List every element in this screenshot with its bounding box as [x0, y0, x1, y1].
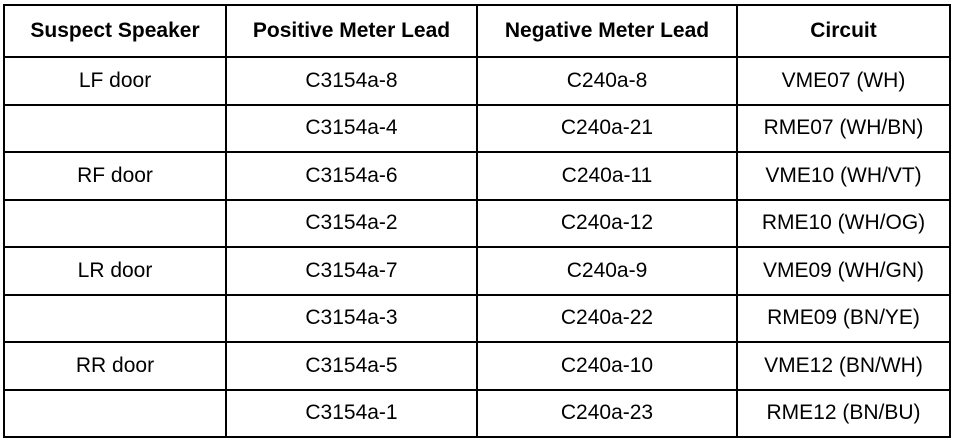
table-row: LF door C3154a-8 C240a-8 VME07 (WH) [3, 56, 951, 106]
header-row: Suspect Speaker Positive Meter Lead Negati… [3, 4, 951, 58]
table-row: C3154a-1 C240a-23 RME12 (BN/BU) [3, 388, 951, 438]
table-cell: VME10 (WH/VT) [736, 151, 951, 201]
header-cell: Negative Meter Lead [476, 4, 738, 58]
table-cell: C240a-22 [476, 293, 738, 343]
table-cell: C3154a-7 [225, 246, 478, 296]
table-cell: VME07 (WH) [736, 56, 951, 106]
table-cell: C240a-23 [476, 388, 738, 438]
table-cell [3, 198, 227, 248]
table-body: LF door C3154a-8 C240a-8 VME07 (WH) C3154a-4… [3, 56, 951, 438]
table-cell: C3154a-1 [225, 388, 478, 438]
table-cell: C3154a-5 [225, 341, 478, 391]
speaker-table: Suspect Speaker Positive Meter Lead Negati… [3, 4, 951, 438]
table-cell [3, 293, 227, 343]
header-cell: Positive Meter Lead [225, 4, 478, 58]
table-cell [3, 388, 227, 438]
table-cell: C3154a-2 [225, 198, 478, 248]
table-cell: C240a-21 [476, 103, 738, 153]
table-row: C3154a-4 C240a-21 RME07 (WH/BN) [3, 103, 951, 153]
table-cell [3, 103, 227, 153]
table-row: RF door C3154a-6 C240a-11 VME10 (WH/VT) [3, 151, 951, 201]
table-cell: RR door [3, 341, 227, 391]
table-cell: C240a-9 [476, 246, 738, 296]
table-cell: C3154a-3 [225, 293, 478, 343]
table-cell: RME12 (BN/BU) [736, 388, 951, 438]
table-cell: C240a-12 [476, 198, 738, 248]
table-cell: C3154a-6 [225, 151, 478, 201]
table-row: RR door C3154a-5 C240a-10 VME12 (BN/WH) [3, 341, 951, 391]
header-cell: Suspect Speaker [3, 4, 227, 58]
table-cell: RF door [3, 151, 227, 201]
table-cell: VME09 (WH/GN) [736, 246, 951, 296]
table-cell: RME07 (WH/BN) [736, 103, 951, 153]
table-cell: C240a-8 [476, 56, 738, 106]
table-cell: C240a-10 [476, 341, 738, 391]
table-row: LR door C3154a-7 C240a-9 VME09 (WH/GN) [3, 246, 951, 296]
table-cell: C3154a-4 [225, 103, 478, 153]
table-cell: C240a-11 [476, 151, 738, 201]
table-cell: VME12 (BN/WH) [736, 341, 951, 391]
table-row: C3154a-3 C240a-22 RME09 (BN/YE) [3, 293, 951, 343]
table-row: C3154a-2 C240a-12 RME10 (WH/OG) [3, 198, 951, 248]
table-cell: RME09 (BN/YE) [736, 293, 951, 343]
table-cell: C3154a-8 [225, 56, 478, 106]
table-cell: LF door [3, 56, 227, 106]
table-cell: LR door [3, 246, 227, 296]
table-cell: RME10 (WH/OG) [736, 198, 951, 248]
header-cell: Circuit [736, 4, 951, 58]
